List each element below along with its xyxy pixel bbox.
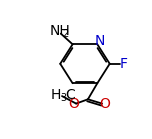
Text: O: O (100, 97, 111, 111)
Text: 3: 3 (60, 93, 66, 103)
Text: O: O (68, 97, 79, 111)
Text: 2: 2 (62, 29, 68, 39)
Text: F: F (119, 57, 127, 71)
Text: N: N (95, 34, 105, 48)
Text: C: C (66, 88, 75, 102)
Text: NH: NH (49, 24, 70, 38)
Text: H: H (50, 88, 61, 102)
